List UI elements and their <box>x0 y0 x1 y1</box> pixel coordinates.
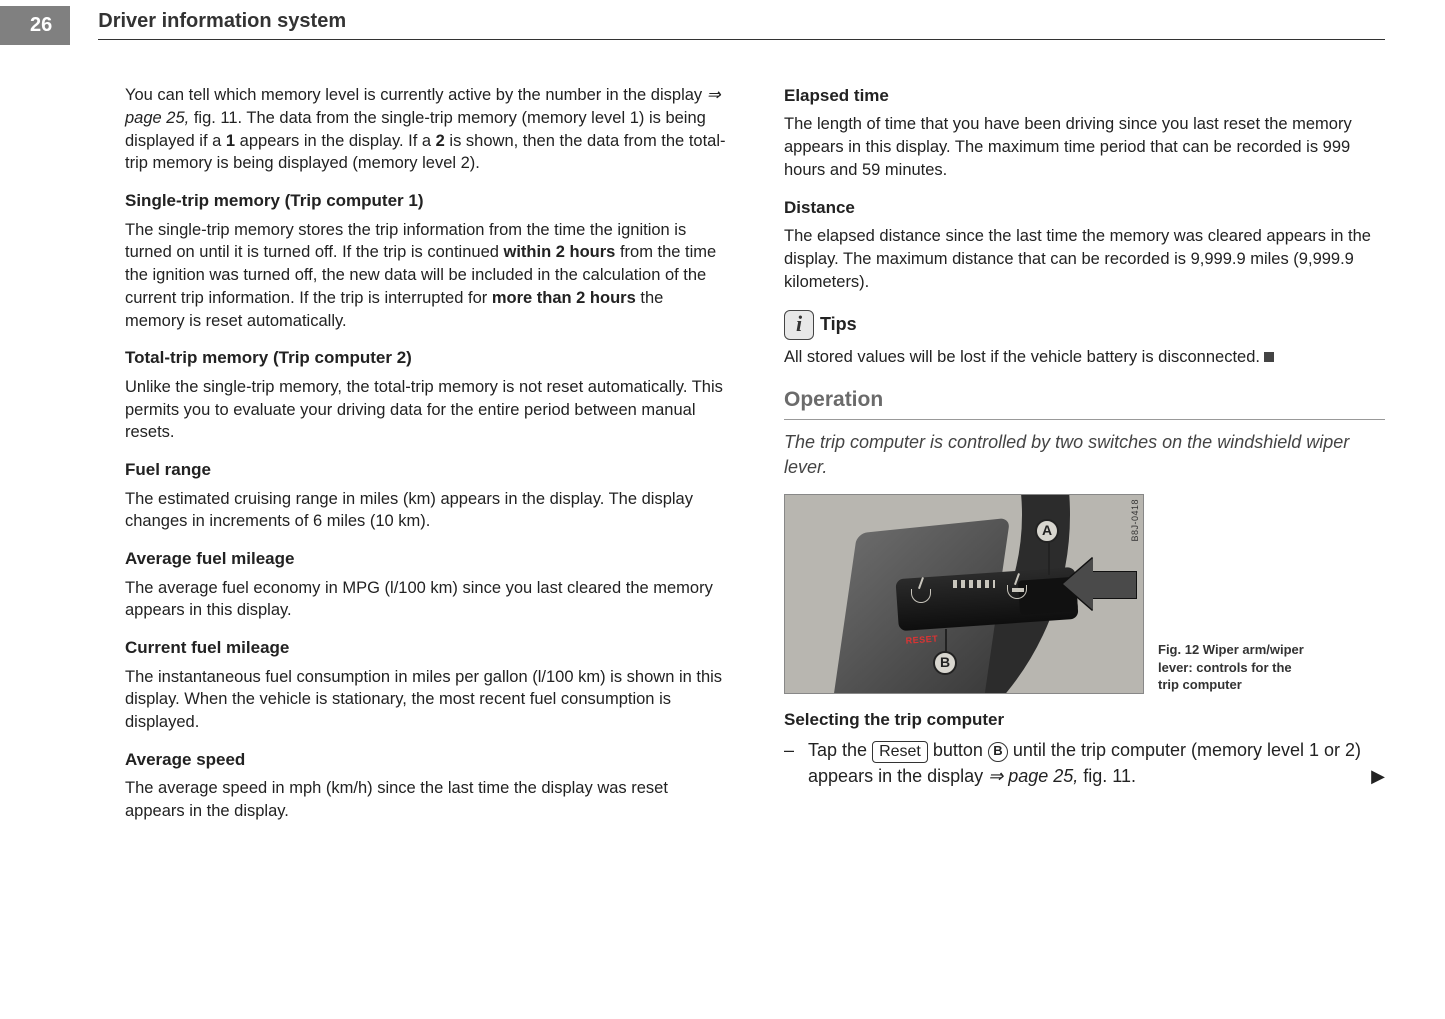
paragraph: The instantaneous fuel consumption in mi… <box>125 666 726 734</box>
subheading: Average fuel mileage <box>125 547 726 570</box>
page-number-tab: 26 <box>0 6 70 45</box>
figure-image: A B B8J-0418 <box>784 494 1144 694</box>
page-header: 26 Driver information system <box>0 0 1445 50</box>
callout-line <box>1048 543 1050 575</box>
text: fig. 11. <box>1078 766 1136 786</box>
bold-text: more than 2 hours <box>492 289 636 307</box>
bold-text: within 2 hours <box>504 243 616 261</box>
right-column: Elapsed time The length of time that you… <box>784 84 1385 837</box>
paragraph: The average fuel economy in MPG (l/100 k… <box>125 577 726 623</box>
subheading: Current fuel mileage <box>125 636 726 659</box>
subheading: Distance <box>784 196 1385 219</box>
left-column: You can tell which memory level is curre… <box>125 84 726 837</box>
instruction-text: Tap the Reset button B until the trip co… <box>808 737 1385 789</box>
paragraph: The average speed in mph (km/h) since th… <box>125 777 726 823</box>
cross-ref: ⇒ page 25, <box>988 766 1078 786</box>
button-reference: Reset <box>872 741 928 763</box>
text: appears in the display. If a <box>235 132 436 150</box>
continued-arrow-icon: ▶ <box>1371 763 1385 789</box>
callout-a: A <box>1035 519 1059 543</box>
text: button <box>928 740 988 760</box>
instruction-step: – Tap the Reset button B until the trip … <box>784 737 1385 789</box>
paragraph: The length of time that you have been dr… <box>784 113 1385 181</box>
tips-label: Tips <box>820 312 857 337</box>
figure-caption: Fig. 12 Wiper arm/wiper lever: controls … <box>1158 641 1308 694</box>
list-dash: – <box>784 737 794 789</box>
section-subtitle: The trip computer is controlled by two s… <box>784 430 1385 480</box>
subheading: Average speed <box>125 748 726 771</box>
page-title: Driver information system <box>98 10 1385 40</box>
tips-text: All stored values will be lost if the ve… <box>784 346 1385 369</box>
intro-paragraph: You can tell which memory level is curre… <box>125 84 726 175</box>
bold-text: 2 <box>436 132 445 150</box>
page-content: You can tell which memory level is curre… <box>0 50 1445 837</box>
subheading: Elapsed time <box>784 84 1385 107</box>
callout-reference: B <box>988 742 1008 762</box>
section-title: Operation <box>784 386 1385 420</box>
paragraph: The estimated cruising range in miles (k… <box>125 488 726 534</box>
paragraph: The elapsed distance since the last time… <box>784 225 1385 293</box>
image-code: B8J-0418 <box>1129 499 1141 542</box>
tips-heading: i Tips <box>784 310 1385 340</box>
subheading: Total-trip memory (Trip computer 2) <box>125 346 726 369</box>
paragraph: The single-trip memory stores the trip i… <box>125 219 726 333</box>
subheading: Selecting the trip computer <box>784 708 1385 731</box>
paragraph: Unlike the single-trip memory, the total… <box>125 376 726 444</box>
bold-text: 1 <box>226 132 235 150</box>
text: Tap the <box>808 740 872 760</box>
subheading: Single-trip memory (Trip computer 1) <box>125 189 726 212</box>
info-icon: i <box>784 310 814 340</box>
slider-dots-icon <box>953 580 995 588</box>
figure-block: A B B8J-0418 Fig. 12 Wiper arm/wiper lev… <box>784 494 1385 694</box>
callout-b: B <box>933 651 957 675</box>
text: All stored values will be lost if the ve… <box>784 348 1260 366</box>
subheading: Fuel range <box>125 458 726 481</box>
end-of-section-icon <box>1264 352 1274 362</box>
text: You can tell which memory level is curre… <box>125 86 707 104</box>
callout-line <box>945 629 947 653</box>
